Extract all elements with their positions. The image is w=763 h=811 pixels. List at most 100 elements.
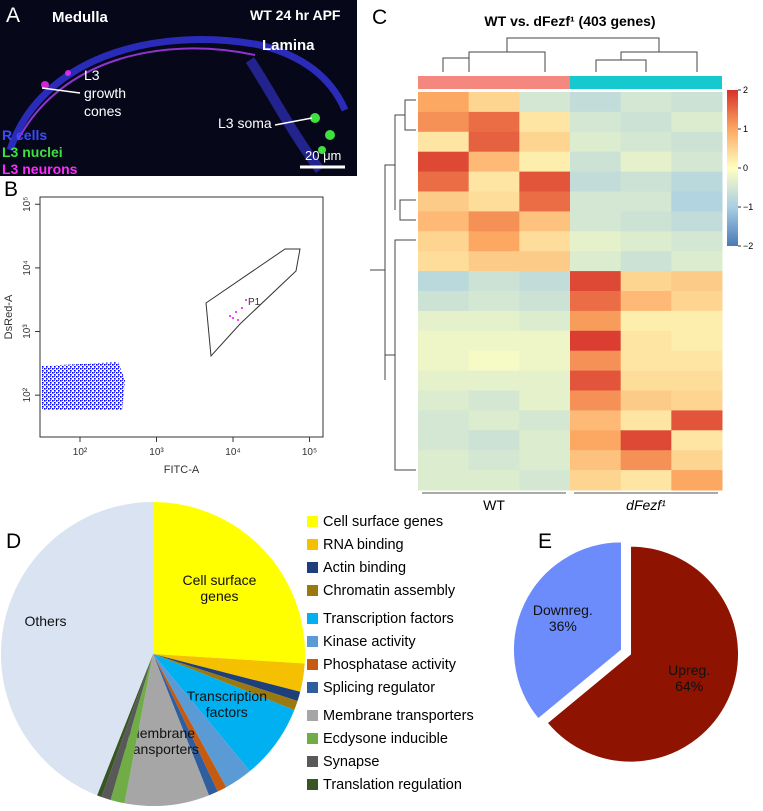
heatmap-cell [468, 251, 520, 272]
slice-label: Transcription factors [172, 688, 282, 720]
heatmap-cell [468, 171, 520, 192]
heatmap-cell [468, 211, 520, 232]
panel-label: B [4, 178, 18, 201]
heatmap-cell [418, 92, 470, 113]
heatmap-cell [468, 350, 520, 372]
legend-label: Splicing regulator [323, 680, 435, 696]
x-tick-label: 10³ [149, 447, 164, 458]
heatmap-cell [570, 450, 622, 471]
heatmap-cell [468, 310, 520, 332]
heatmap-cell [620, 131, 672, 153]
chart-title: WT vs. dFezf¹ (403 genes) [484, 13, 655, 29]
heatmap-cell [519, 310, 571, 332]
panel-label: C [372, 6, 387, 29]
heatmap-cell [620, 370, 672, 391]
heatmap-cell [620, 171, 672, 192]
legend-swatch [307, 539, 318, 550]
soma [310, 113, 320, 123]
heatmap-cell [519, 131, 571, 153]
heatmap-cell [418, 191, 470, 212]
legend-swatch [307, 585, 318, 596]
rcell-arc [6, 36, 349, 152]
heatmap-cell [570, 251, 622, 272]
pie-slice [153, 654, 218, 796]
heatmap-cell [468, 370, 520, 391]
legend-swatch [307, 516, 318, 527]
pie-slice [153, 502, 305, 664]
heatmap-cell [671, 390, 723, 411]
pointer [274, 117, 313, 126]
heatmap-cell [620, 271, 672, 292]
heatmap-cell [671, 151, 723, 173]
heatmap-cell [468, 430, 520, 451]
soma [325, 130, 335, 140]
gated-event [241, 307, 243, 309]
slice-label-box: Upreg.64% [634, 662, 744, 694]
heatmap-cell [418, 390, 470, 411]
slice-label-box: Downreg.36% [533, 602, 593, 634]
gate [205, 248, 301, 358]
legend-swatch [307, 659, 318, 670]
heatmap-cell [418, 350, 470, 372]
image-label: Lamina [262, 37, 315, 54]
heatmap-cell [418, 430, 470, 451]
heatmap-cell [519, 430, 571, 451]
gated-event [229, 315, 231, 317]
image-label: L3 soma [218, 115, 272, 131]
heatmap-cell [519, 390, 571, 411]
legend-swatch [307, 636, 318, 647]
heatmap-cell [570, 390, 622, 411]
slice-label: Upreg. 64% [634, 662, 744, 694]
heatmap-cell [519, 211, 571, 232]
heatmap-cell [519, 470, 571, 491]
image-label: cones [84, 103, 121, 119]
heatmap-cell [418, 450, 470, 471]
heatmap-cell [570, 211, 622, 232]
heatmap-cell [671, 291, 723, 312]
group-label: WT [483, 497, 505, 513]
heatmap-cell [519, 251, 571, 272]
heatmap-cell [570, 171, 622, 192]
heatmap-cell [570, 410, 622, 431]
group-bar [418, 76, 570, 89]
legend-swatch [307, 733, 318, 744]
slice-name: Cell surface genes [182, 571, 257, 604]
heatmap-cell [671, 470, 723, 491]
pie-slice [97, 654, 153, 798]
heatmap-cell [620, 430, 672, 451]
pie-slice [153, 654, 305, 692]
growth-cone [65, 70, 71, 76]
slice-name: Others [24, 613, 67, 630]
heatmap-cell [620, 310, 672, 332]
heatmap-cell [468, 131, 520, 153]
heatmap-cell [519, 92, 571, 113]
panel-label: E [538, 530, 552, 553]
heatmap-cell [418, 470, 470, 491]
slice-label-box: Transcription factors [172, 688, 282, 720]
image-label: 20 μm [305, 148, 341, 163]
heatmap-cell [620, 390, 672, 411]
slice-label: Others [0, 613, 100, 629]
slice-name: Membrane transporters [124, 724, 199, 757]
heatmap-cell [570, 291, 622, 312]
y-tick-label: 10³ [22, 324, 33, 339]
image-label: Medulla [52, 9, 108, 26]
heatmap-cell [570, 151, 622, 173]
heatmap-cell [620, 330, 672, 352]
heatmap-cell [620, 450, 672, 471]
heatmap-cell [468, 330, 520, 352]
slice-name: Transcription factors [186, 687, 267, 720]
slice-label-box: Cell surface genes [182, 571, 257, 604]
heatmap-cell [418, 370, 470, 391]
x-tick-label: 10² [73, 447, 88, 458]
x-tick-label: 10⁵ [302, 447, 317, 458]
heatmap-cell [671, 131, 723, 153]
image-label: growth [84, 85, 126, 101]
micrograph [0, 0, 357, 176]
heatmap-cell [570, 470, 622, 491]
pie-slice [153, 654, 298, 710]
heatmap-cell [671, 310, 723, 332]
pie-slice [153, 654, 227, 792]
heatmap-cell [418, 131, 470, 153]
heatmap-cell [570, 111, 622, 133]
